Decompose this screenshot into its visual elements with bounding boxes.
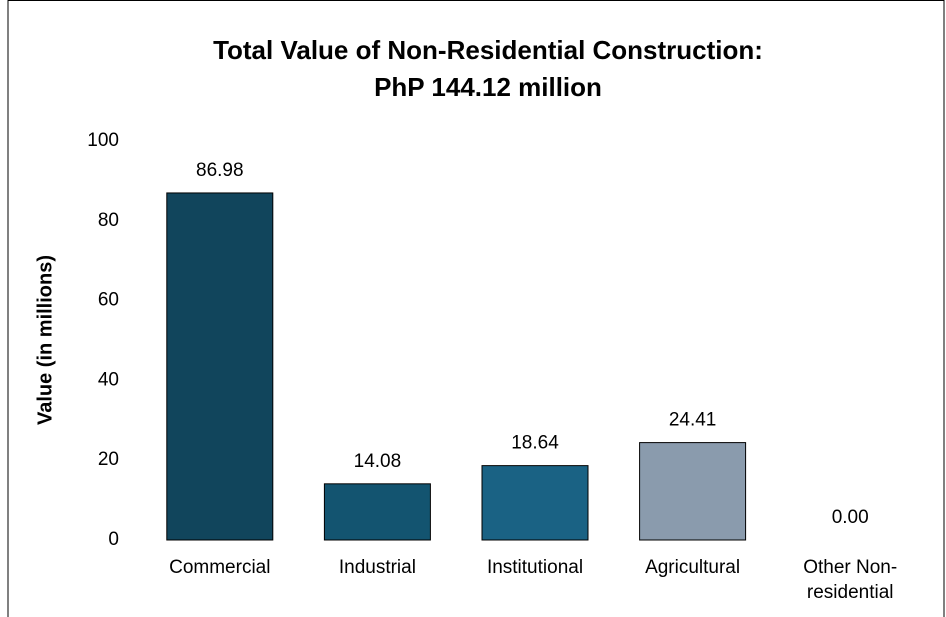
bar bbox=[166, 192, 274, 541]
y-tick-label: 60 bbox=[98, 290, 119, 311]
data-label: 14.08 bbox=[354, 451, 402, 472]
chart-title: PhP 144.12 million bbox=[374, 72, 602, 102]
data-label: 24.41 bbox=[669, 410, 717, 431]
x-tick-label: Agricultural bbox=[645, 557, 740, 578]
y-axis-label: Value (in millions) bbox=[34, 255, 56, 425]
data-label: 0.00 bbox=[832, 507, 869, 528]
x-tick-label: Other Non-residential bbox=[803, 557, 897, 603]
x-tick-label: Industrial bbox=[339, 557, 416, 578]
y-tick-label: 100 bbox=[87, 130, 119, 151]
chart-title: Total Value of Non-Residential Construct… bbox=[213, 35, 763, 65]
y-tick-label: 20 bbox=[98, 449, 119, 470]
chart-border bbox=[7, 0, 945, 617]
x-tick-label: Institutional bbox=[487, 557, 583, 578]
bar bbox=[639, 442, 747, 541]
data-label: 18.64 bbox=[511, 433, 559, 454]
y-tick-label: 40 bbox=[98, 369, 119, 390]
x-tick-label: Commercial bbox=[169, 557, 270, 578]
y-tick-label: 80 bbox=[98, 210, 119, 231]
bar bbox=[323, 483, 431, 541]
data-label: 86.98 bbox=[196, 160, 244, 181]
y-tick-label: 0 bbox=[108, 529, 119, 550]
bar bbox=[481, 465, 589, 541]
